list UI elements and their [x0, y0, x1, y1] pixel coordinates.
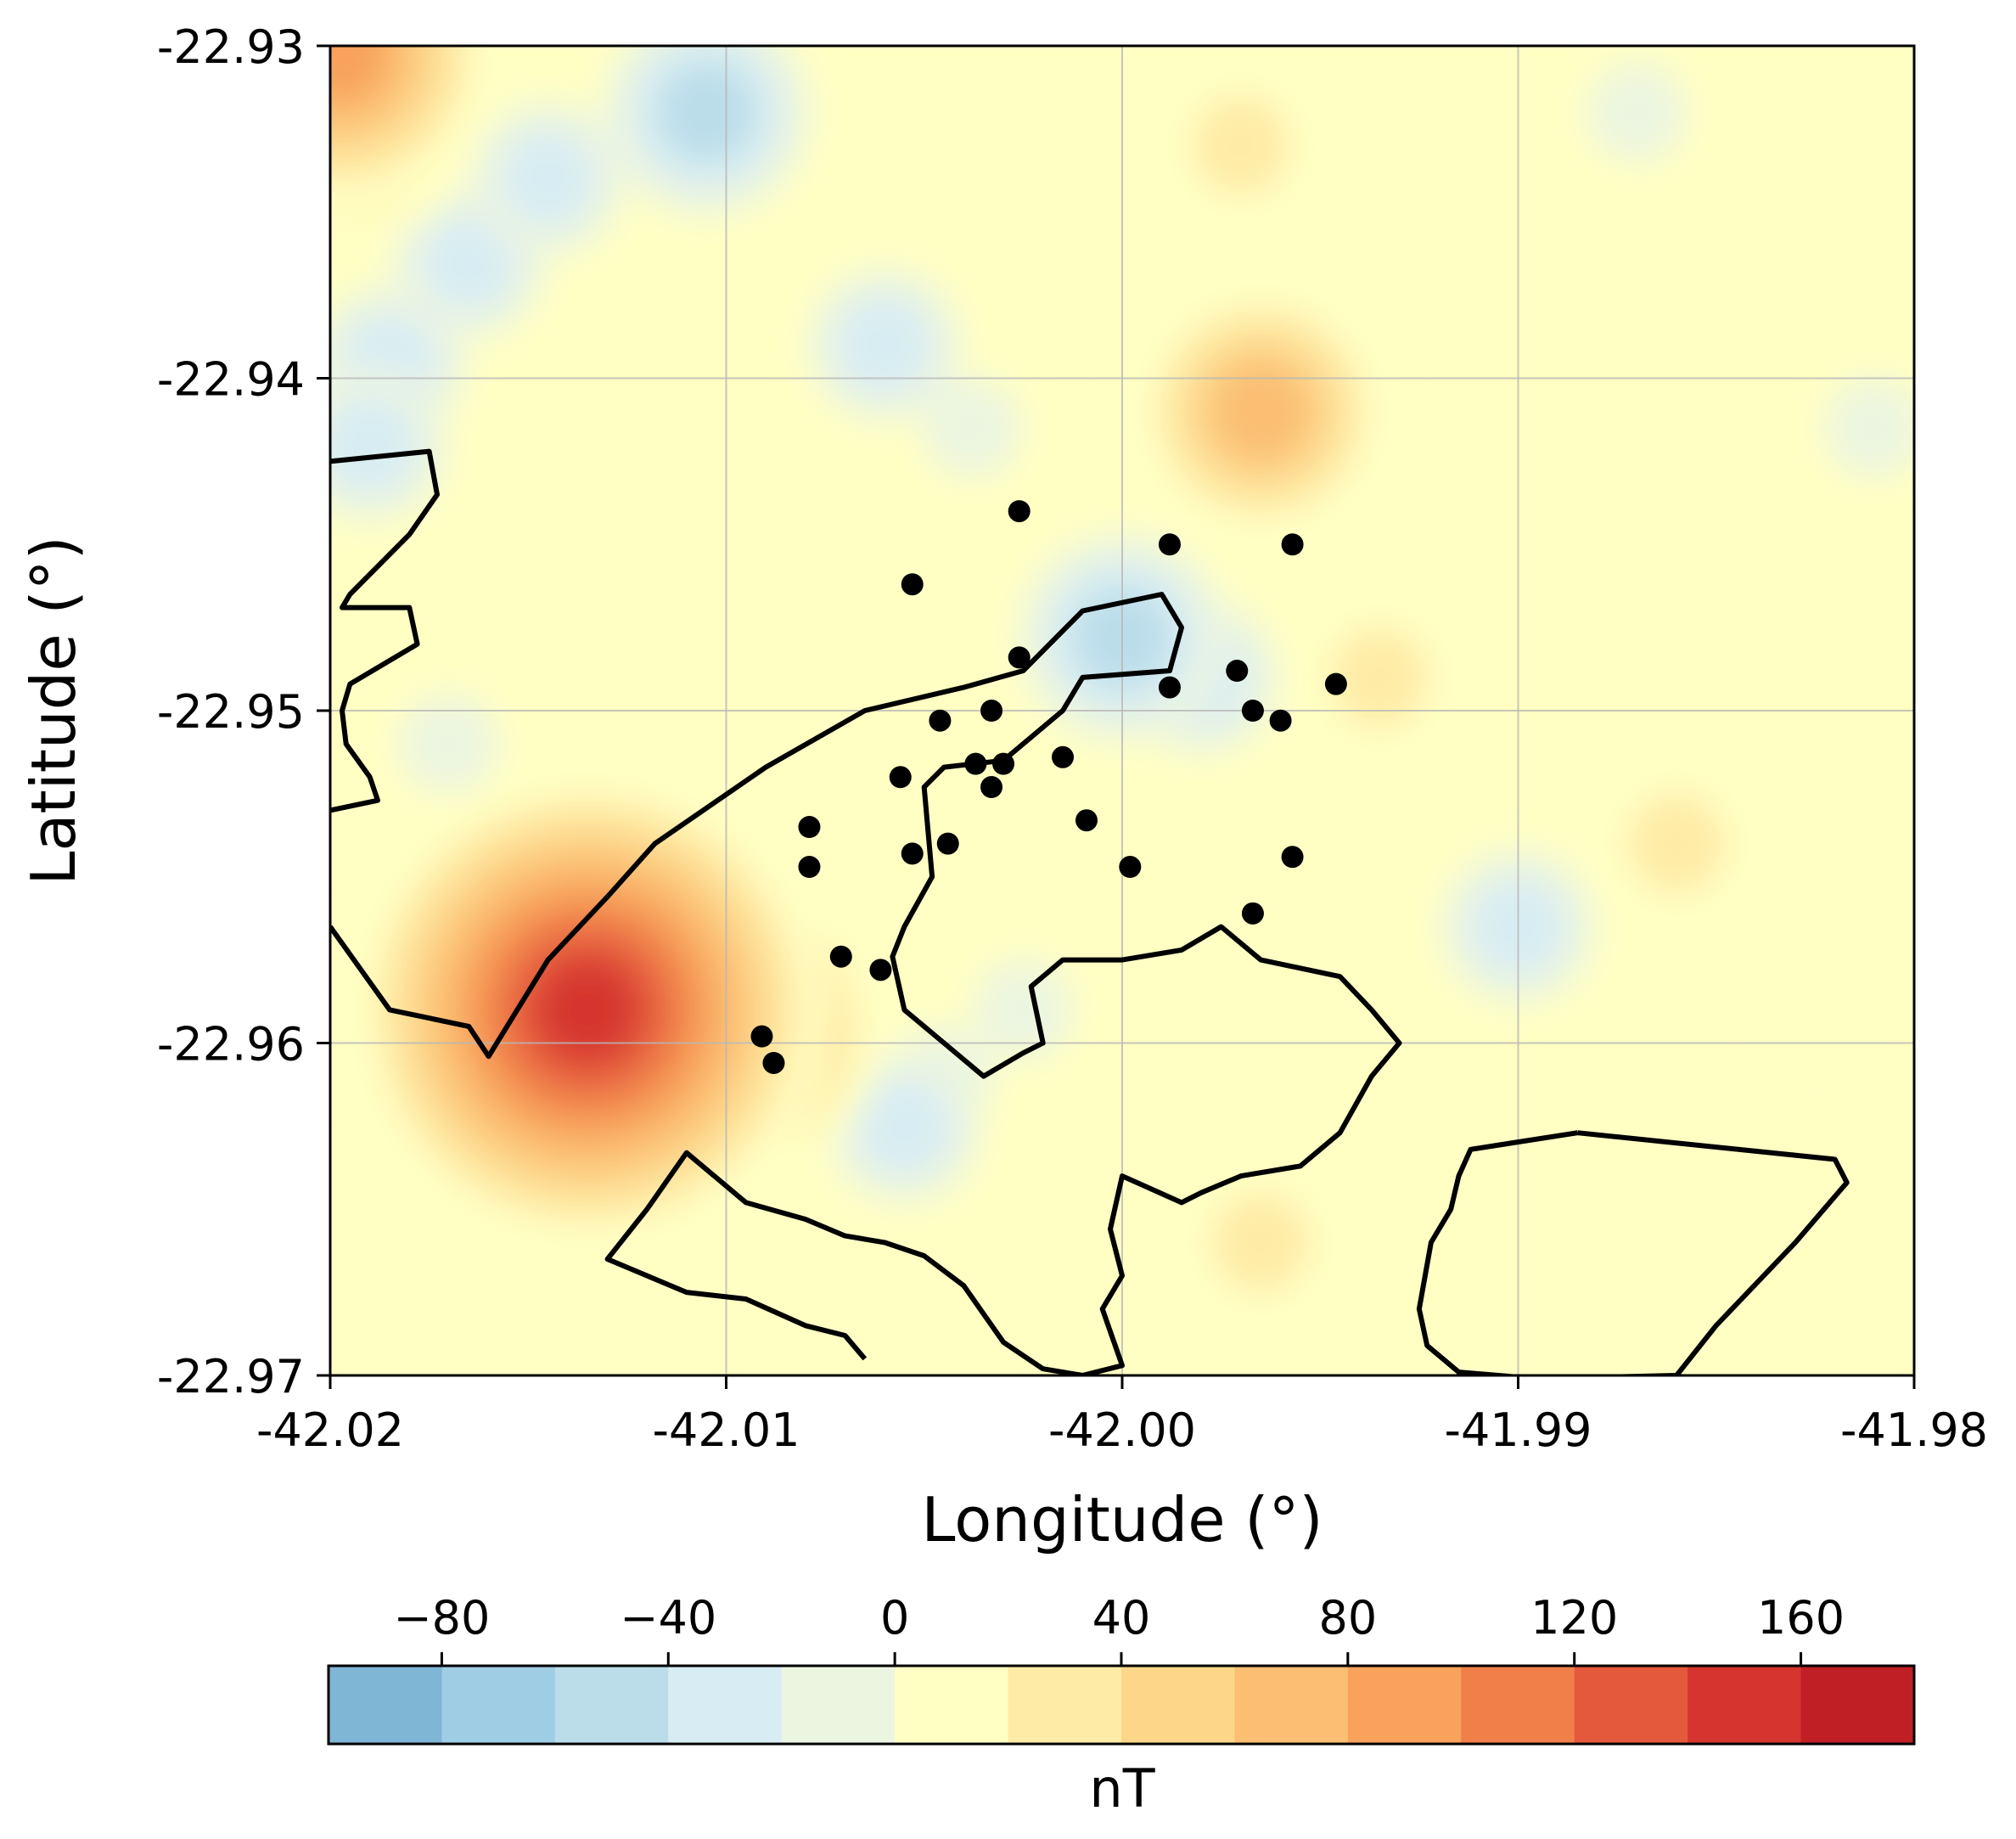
y-axis-label: Latitude (°)	[18, 536, 89, 885]
coastline-contour	[1416, 1130, 1850, 1375]
x-tick-label: -41.98	[1840, 1403, 1988, 1457]
anomaly-blob	[1587, 63, 1687, 162]
anomaly-blob	[538, 960, 637, 1060]
colorbar: −80 −40 0 40 80 120 160	[327, 1591, 1916, 1746]
anomaly-blob	[1627, 794, 1727, 893]
anomaly-blob	[419, 212, 519, 312]
anomaly-blob	[1825, 379, 1914, 478]
anomaly-blob	[1488, 578, 1587, 678]
station-point	[980, 776, 1003, 799]
colorbar-tick-label: 120	[1530, 1591, 1618, 1645]
anomaly-blob	[330, 46, 388, 102]
station-point	[1158, 533, 1181, 556]
anomaly-blob	[1330, 627, 1429, 727]
coastline-contours	[330, 448, 1850, 1375]
anomaly-blob	[1766, 1043, 1865, 1143]
plot-area	[329, 44, 1916, 1377]
station-point	[829, 945, 852, 968]
station-point	[992, 752, 1015, 775]
station-point	[1281, 533, 1304, 556]
anomaly-blob	[1191, 96, 1290, 195]
coastline-contour	[330, 592, 1402, 1375]
colorbar-tick-label: −80	[393, 1591, 490, 1645]
x-tick-label: -42.00	[1048, 1403, 1196, 1457]
station-point	[964, 752, 987, 775]
station-point	[1158, 676, 1181, 699]
station-point	[1075, 809, 1098, 832]
anomaly-blob	[922, 379, 1021, 478]
colorbar-tick-label: 160	[1757, 1591, 1845, 1645]
colorbar-tick-label: −40	[620, 1591, 716, 1645]
station-point	[1241, 902, 1264, 925]
station-point	[1269, 709, 1292, 732]
colorbar-swatch	[781, 1666, 896, 1744]
x-tick-label: -42.01	[652, 1403, 800, 1457]
colorbar-swatch	[1347, 1666, 1462, 1744]
anomaly-blob	[835, 295, 935, 395]
colorbar-swatch	[1461, 1666, 1575, 1744]
station-point	[889, 766, 912, 789]
colorbar-swatch	[1008, 1666, 1122, 1744]
x-axis-label: Longitude (°)	[921, 1484, 1322, 1555]
anomaly-blob	[399, 695, 498, 794]
anomaly-blob	[637, 594, 736, 694]
gridlines	[330, 46, 1914, 1375]
y-tick-label: -22.97	[157, 1350, 305, 1403]
x-axis: -42.02 -42.01 -42.00 -41.99 -41.98	[256, 1375, 1988, 1457]
anomaly-blob	[498, 129, 598, 228]
station-point	[1119, 856, 1142, 879]
station-point	[1281, 846, 1304, 869]
coastline-contour	[330, 448, 440, 813]
station-point	[1052, 745, 1075, 768]
station-point	[1226, 660, 1249, 683]
station-point	[936, 832, 959, 855]
colorbar-swatch	[441, 1666, 556, 1744]
anomaly-blob	[1211, 1193, 1311, 1292]
anomaly-blob	[330, 395, 419, 494]
colorbar-swatch	[1574, 1666, 1688, 1744]
anomaly-blob	[855, 1077, 954, 1176]
colorbar-swatch	[1121, 1666, 1236, 1744]
y-tick-label: -22.96	[157, 1018, 305, 1071]
colorbar-swatch	[1687, 1666, 1802, 1744]
colorbar-swatch	[668, 1666, 783, 1744]
anomaly-blob	[1271, 894, 1370, 993]
colorbar-tick-label: 40	[1092, 1591, 1151, 1645]
colorbar-swatch	[554, 1666, 669, 1744]
station-point	[750, 1025, 773, 1048]
station-point	[798, 856, 821, 879]
station-point	[798, 816, 821, 839]
station-point	[1324, 672, 1347, 695]
station-point	[901, 573, 924, 596]
station-point	[980, 700, 1003, 722]
colorbar-tick-label: 80	[1318, 1591, 1377, 1645]
colorbar-label: nT	[1089, 1757, 1155, 1819]
anomaly-blob	[657, 63, 756, 162]
y-tick-label: -22.95	[157, 685, 305, 739]
colorbar-swatch	[329, 1666, 443, 1744]
y-tick-label: -22.93	[157, 20, 305, 74]
y-tick-label: -22.94	[157, 353, 305, 407]
y-axis: -22.93 -22.94 -22.95 -22.96 -22.97	[157, 20, 330, 1403]
station-points	[750, 500, 1347, 1074]
anomaly-blob	[974, 960, 1073, 1060]
station-point	[901, 842, 924, 865]
station-point	[1008, 500, 1030, 523]
anomaly-blob	[479, 1226, 578, 1325]
colorbar-swatch	[1234, 1666, 1349, 1744]
x-tick-label: -42.02	[256, 1403, 404, 1457]
station-point	[762, 1051, 785, 1074]
station-point	[869, 959, 892, 981]
x-tick-label: -41.99	[1444, 1403, 1592, 1457]
station-point	[929, 709, 952, 732]
station-point	[1008, 646, 1030, 669]
anomaly-blob	[1211, 362, 1311, 461]
colorbar-swatch	[1800, 1666, 1915, 1744]
station-point	[1241, 700, 1264, 722]
colorbar-tick-label: 0	[880, 1591, 909, 1645]
colorbar-swatch	[895, 1666, 1009, 1744]
